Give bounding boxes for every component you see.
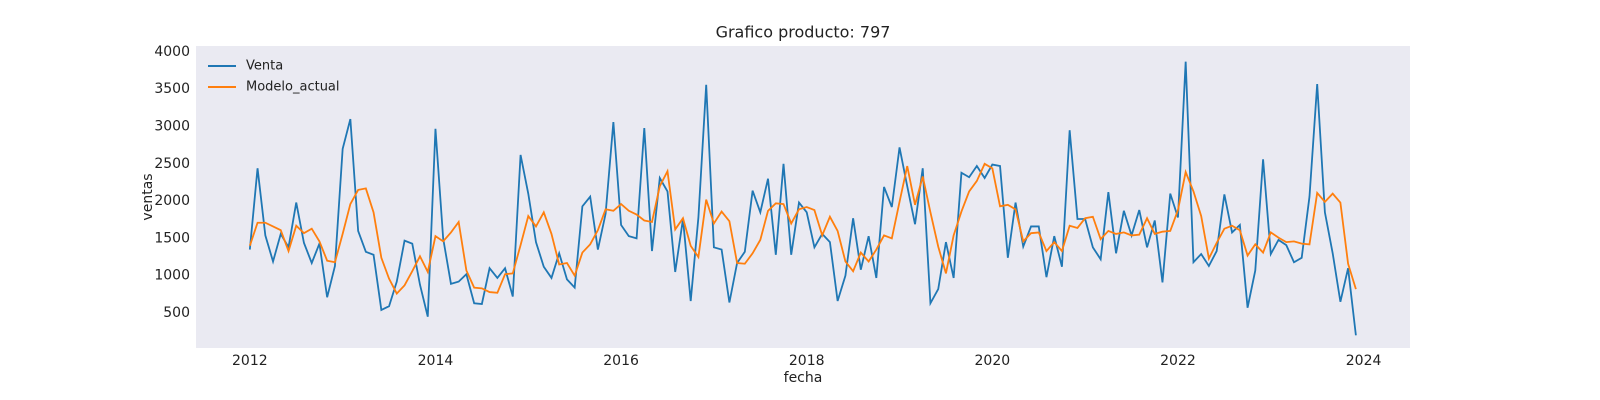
- y-tick-label: 2500: [154, 156, 190, 172]
- series-line: [248, 162, 1357, 296]
- y-tick-label: 500: [163, 305, 190, 321]
- x-tick-label: 2022: [1160, 353, 1196, 369]
- x-tick-label: 2012: [232, 353, 268, 369]
- y-tick-label: 1500: [154, 230, 190, 246]
- x-tick-label: 2014: [418, 353, 454, 369]
- legend-label: Modelo_actual: [246, 80, 340, 95]
- x-tick-label: 2020: [975, 353, 1011, 369]
- plot-area: [196, 46, 1410, 348]
- chart-title: Grafico producto: 797: [716, 23, 891, 42]
- y-tick-label: 3500: [154, 81, 190, 97]
- x-tick-label: 2024: [1346, 353, 1382, 369]
- x-axis-label: fecha: [784, 370, 823, 386]
- y-tick-label: 4000: [154, 44, 190, 60]
- y-tick-label: 3000: [154, 119, 190, 135]
- x-tick-label: 2016: [603, 353, 639, 369]
- legend-label: Venta: [246, 59, 283, 74]
- y-axis-label: ventas: [140, 173, 156, 220]
- x-tick-label: 2018: [789, 353, 825, 369]
- y-tick-label: 2000: [154, 193, 190, 209]
- y-tick-label: 1000: [154, 268, 190, 284]
